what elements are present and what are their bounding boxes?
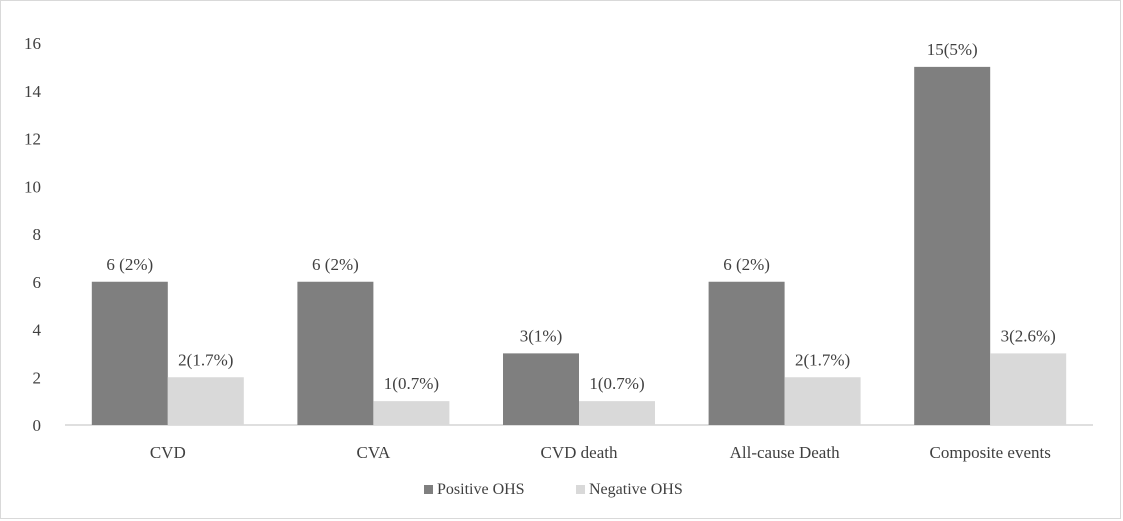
data-label: 3(1%) xyxy=(520,326,562,345)
bar-negative-1 xyxy=(373,401,450,425)
legend-swatch-0 xyxy=(424,485,433,494)
bar-positive-3 xyxy=(708,281,785,425)
bar-positive-4 xyxy=(914,66,991,425)
data-label: 2(1.7%) xyxy=(178,350,233,369)
x-category-label: CVD death xyxy=(541,443,618,462)
bar-positive-2 xyxy=(503,353,579,425)
x-category-label: CVD xyxy=(150,443,186,462)
data-label: 15(5%) xyxy=(927,40,978,59)
data-label: 6 (2%) xyxy=(106,255,153,274)
y-tick-label: 6 xyxy=(33,273,42,292)
y-tick-label: 4 xyxy=(33,321,42,340)
y-tick-label: 2 xyxy=(33,368,42,387)
legend-swatch-1 xyxy=(576,485,585,494)
y-tick-label: 16 xyxy=(24,34,41,53)
data-label: 6 (2%) xyxy=(312,255,359,274)
data-label: 6 (2%) xyxy=(723,255,770,274)
y-tick-label: 8 xyxy=(33,225,42,244)
legend-label: Negative OHS xyxy=(589,481,683,498)
x-category-label: CVA xyxy=(357,443,391,462)
data-label: 1(0.7%) xyxy=(384,374,439,393)
bar-negative-2 xyxy=(579,401,655,425)
data-label: 1(0.7%) xyxy=(589,374,644,393)
x-category-label: All-cause Death xyxy=(730,443,840,462)
y-tick-label: 10 xyxy=(24,177,41,196)
bar-positive-0 xyxy=(91,281,168,425)
y-tick-label: 0 xyxy=(33,416,42,435)
data-label: 2(1.7%) xyxy=(795,350,850,369)
bar-negative-4 xyxy=(990,353,1067,425)
bar-negative-3 xyxy=(784,377,861,425)
bar-positive-1 xyxy=(297,281,374,425)
y-tick-label: 12 xyxy=(24,130,41,149)
bar-negative-0 xyxy=(167,377,244,425)
data-label: 3(2.6%) xyxy=(1001,326,1056,345)
y-tick-label: 14 xyxy=(24,82,42,101)
legend-label: Positive OHS xyxy=(437,481,525,498)
x-category-label: Composite events xyxy=(930,443,1051,462)
